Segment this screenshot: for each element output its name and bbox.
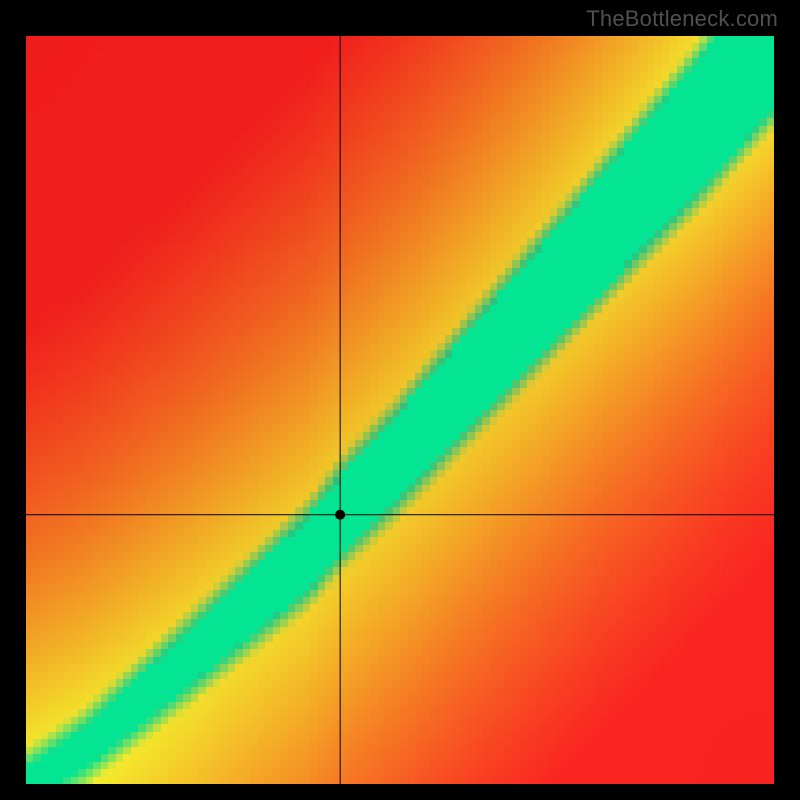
- chart-container: TheBottleneck.com: [0, 0, 800, 800]
- bottleneck-heatmap: [0, 0, 800, 800]
- watermark-text: TheBottleneck.com: [586, 6, 778, 32]
